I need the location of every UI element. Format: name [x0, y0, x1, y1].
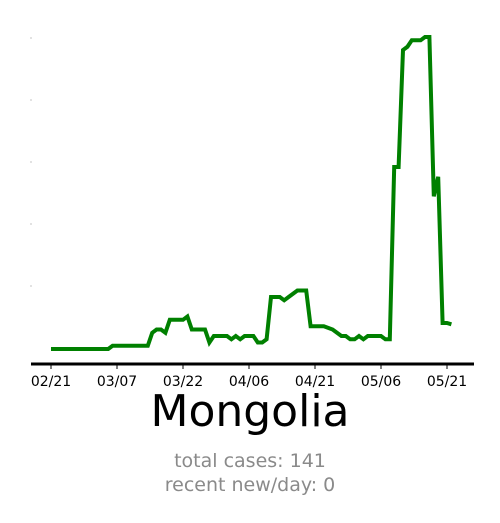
- x-tick-label: 04/06: [229, 374, 269, 390]
- x-tick-label: 04/21: [295, 374, 335, 390]
- y-axis-dot: [30, 285, 32, 287]
- x-tick-label: 05/06: [361, 374, 401, 390]
- chart-title: Mongolia: [150, 386, 350, 437]
- chart-area: 02/21 03/07 03/22 04/06 04/21 05/06 05/21: [30, 35, 474, 390]
- x-tick-label: 02/21: [31, 374, 71, 390]
- total-cases-text: total cases: 141: [174, 450, 326, 472]
- y-axis-minor-marks: [30, 37, 32, 287]
- x-tick-label: 03/22: [163, 374, 203, 390]
- y-axis-dot: [30, 99, 32, 101]
- x-tick-label: 05/21: [427, 374, 467, 390]
- series-line-mongolia: [51, 35, 452, 351]
- x-tick-label: 03/07: [97, 374, 137, 390]
- recent-new-per-day-text: recent new/day: 0: [164, 474, 336, 496]
- x-axis-ticks: 02/21 03/07 03/22 04/06 04/21 05/06 05/21: [31, 364, 467, 390]
- y-axis-dot: [30, 37, 32, 39]
- y-axis-dot: [30, 223, 32, 225]
- y-axis-dot: [30, 161, 32, 163]
